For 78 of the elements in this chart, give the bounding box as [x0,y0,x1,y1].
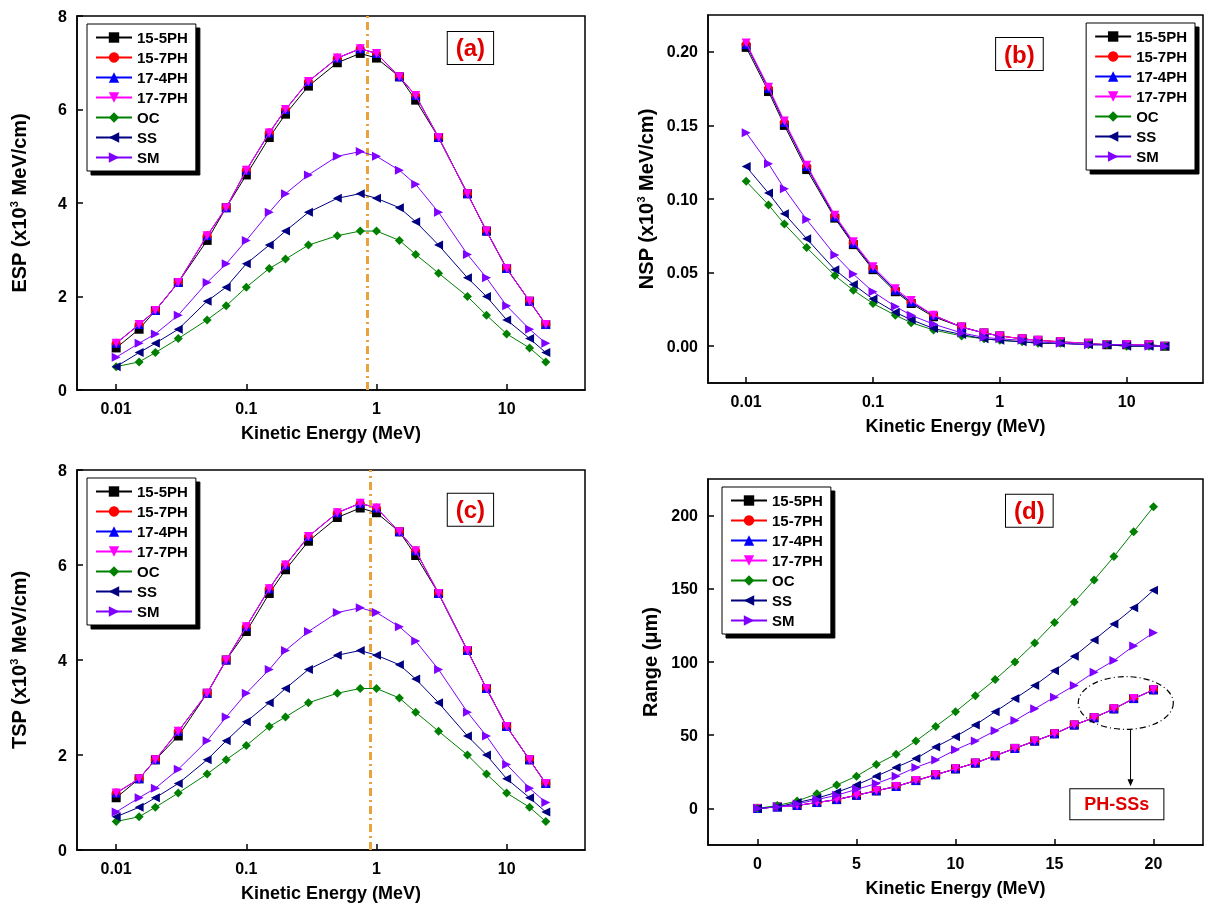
legend-label: 15-5PH [772,492,823,509]
legend-label: 15-7PH [772,512,823,529]
legend-label: 17-4PH [1136,68,1187,85]
y-tick-label: 0.05 [666,264,699,282]
legend-label: 17-7PH [137,89,188,106]
y-tick-label: 8 [58,7,68,25]
x-tick-label: 0.01 [100,399,132,417]
x-tick-label: 0.1 [235,399,258,417]
x-tick-label: 0 [753,854,763,872]
y-tick-label: 0 [58,841,68,859]
y-axis-title: TSP (x103 MeV/cm) [7,570,30,750]
annotation: (d) [1014,497,1045,525]
x-axis-title: Kinetic Energy (MeV) [240,423,422,443]
legend-label: SS [1136,128,1157,145]
x-tick-label: 5 [852,854,862,872]
legend-label: 15-7PH [1136,48,1187,65]
legend-label: OC [1136,108,1159,125]
x-tick-label: 1 [995,392,1005,410]
legend-label: SS [137,583,158,600]
legend-label: OC [137,109,160,126]
legend-label: 17-4PH [772,532,823,549]
x-axis-title: Kinetic Energy (MeV) [240,883,422,903]
legend-label: SM [137,149,160,166]
y-tick-label: 6 [58,101,68,118]
annotation: (a) [455,34,486,62]
legend-label: 17-4PH [137,523,188,540]
y-axis-title: Range (μm) [639,606,661,718]
y-tick-label: 2 [58,746,68,764]
legend-label: 17-7PH [772,552,823,569]
annotation: PH-SSs [1084,794,1150,815]
y-tick-label: 4 [58,651,68,669]
legend-label: 15-5PH [137,29,188,46]
x-tick-label: 10 [1117,392,1136,410]
y-tick-label: 0.15 [666,116,699,134]
legend-label: 15-5PH [137,483,188,500]
legend-label: OC [137,563,160,580]
y-tick-label: 0.10 [666,190,699,208]
legend-label: 17-7PH [1136,88,1187,105]
legend-label: SM [1136,148,1159,165]
y-tick-label: 0.00 [666,337,699,355]
x-tick-label: 0.01 [730,392,762,410]
y-tick-label: 0 [58,381,68,399]
x-axis-title: Kinetic Energy (MeV) [865,878,1046,898]
y-axis-title: ESP (x103 MeV/cm) [7,113,30,293]
y-tick-label: 8 [58,461,68,479]
x-tick-label: 1 [372,399,382,417]
x-tick-label: 0.1 [861,392,885,410]
legend-label: 17-7PH [137,543,188,560]
y-tick-label: 6 [58,556,68,574]
x-tick-label: 10 [946,854,965,872]
x-tick-label: 10 [497,399,516,417]
y-tick-label: 200 [671,507,699,525]
legend-label: 15-5PH [1136,28,1187,45]
annotation: (b) [1004,40,1035,68]
y-tick-label: 4 [58,194,68,212]
x-tick-label: 0.1 [235,859,258,877]
legend-label: 17-4PH [137,69,188,86]
y-tick-label: 0.20 [666,43,699,61]
legend-label: SM [772,612,795,629]
legend-label: SM [137,603,160,620]
x-tick-label: 0.01 [100,859,132,877]
legend-label: OC [772,572,795,589]
legend-label: SS [772,592,793,609]
y-tick-label: 2 [58,288,68,305]
x-tick-label: 15 [1045,854,1064,872]
legend-label: 15-7PH [137,503,188,520]
x-tick-label: 1 [372,859,382,877]
y-tick-label: 0 [689,799,699,817]
x-tick-label: 20 [1144,854,1163,872]
y-tick-label: 150 [671,580,699,598]
legend-label: 15-7PH [137,49,188,66]
x-axis-title: Kinetic Energy (MeV) [865,416,1046,436]
x-tick-label: 10 [497,859,516,877]
y-tick-label: 50 [680,726,699,744]
annotation: (c) [455,496,486,524]
legend-label: SS [137,129,158,146]
y-tick-label: 100 [671,653,699,671]
y-axis-title: NSP (x103 MeV/cm) [634,108,657,290]
